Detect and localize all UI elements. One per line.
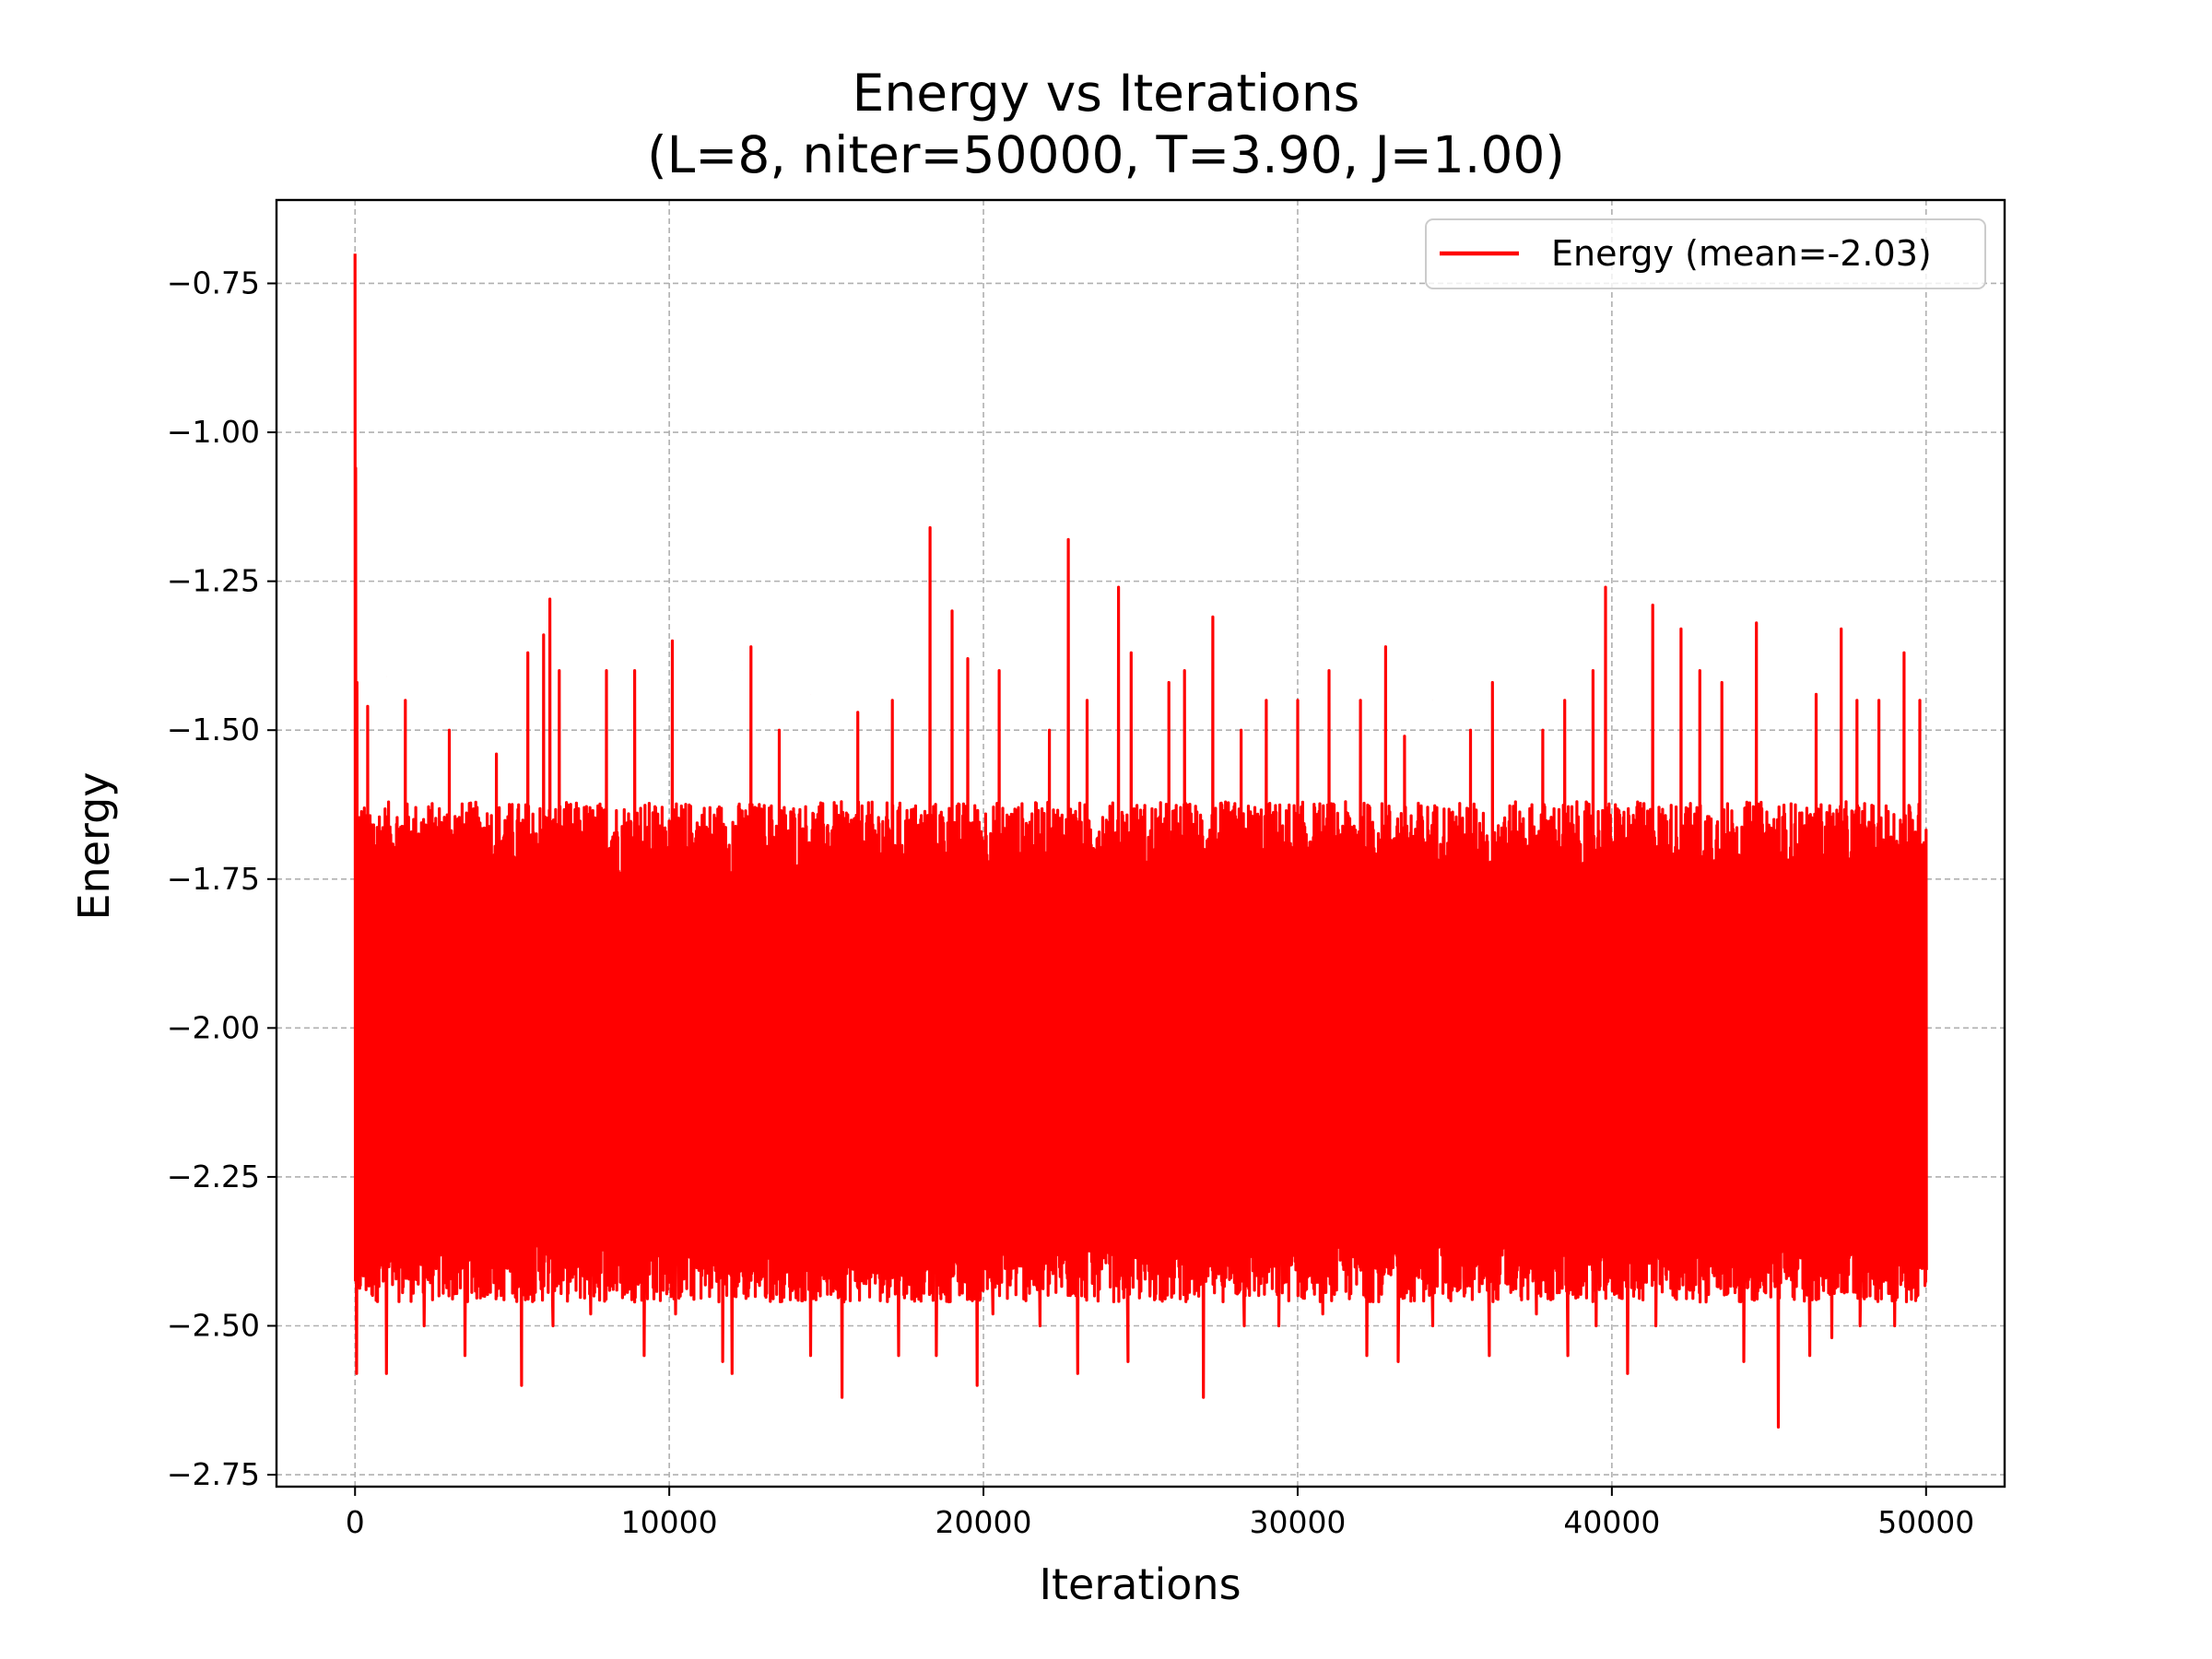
data-series bbox=[353, 253, 1928, 1429]
y-axis-label: Energy bbox=[69, 771, 119, 920]
legend-label-energy: Energy (mean=-2.03) bbox=[1551, 233, 1932, 274]
y-tick-label: −1.75 bbox=[167, 861, 260, 897]
y-tick-label: −0.75 bbox=[167, 265, 260, 300]
chart-title-line-1: Energy vs Iterations bbox=[853, 64, 1360, 123]
legend: Energy (mean=-2.03) bbox=[1425, 218, 1986, 289]
y-tick-label: −2.75 bbox=[167, 1456, 260, 1492]
y-tick-label: −1.00 bbox=[167, 414, 260, 450]
y-tick-label: −2.50 bbox=[167, 1308, 260, 1344]
x-tick-label: 50000 bbox=[1877, 1504, 1974, 1540]
y-axis-ticks: −0.75 −1.00 −1.25 −1.50 −1.75 −2.00 −2.25 −2.50… bbox=[167, 265, 276, 1492]
x-tick-label: 0 bbox=[346, 1504, 365, 1540]
x-axis-label: Iterations bbox=[1039, 1559, 1241, 1609]
y-tick-label: −1.25 bbox=[167, 563, 260, 599]
x-tick-label: 40000 bbox=[1563, 1504, 1660, 1540]
energy-series-line bbox=[353, 253, 1928, 1429]
x-tick-label: 20000 bbox=[935, 1504, 1032, 1540]
x-tick-label: 10000 bbox=[621, 1504, 718, 1540]
x-tick-label: 30000 bbox=[1249, 1504, 1346, 1540]
y-tick-label: −2.25 bbox=[167, 1159, 260, 1194]
legend-box bbox=[1425, 218, 1986, 289]
chart-title-line-2: (L=8, niter=50000, T=3.90, J=1.00) bbox=[647, 125, 1565, 184]
y-tick-label: −1.50 bbox=[167, 712, 260, 747]
plot-frame bbox=[275, 198, 2006, 1488]
y-tick-label: −2.00 bbox=[167, 1009, 260, 1045]
x-axis-ticks: 0 10000 20000 30000 40000 50000 bbox=[346, 1487, 1974, 1540]
